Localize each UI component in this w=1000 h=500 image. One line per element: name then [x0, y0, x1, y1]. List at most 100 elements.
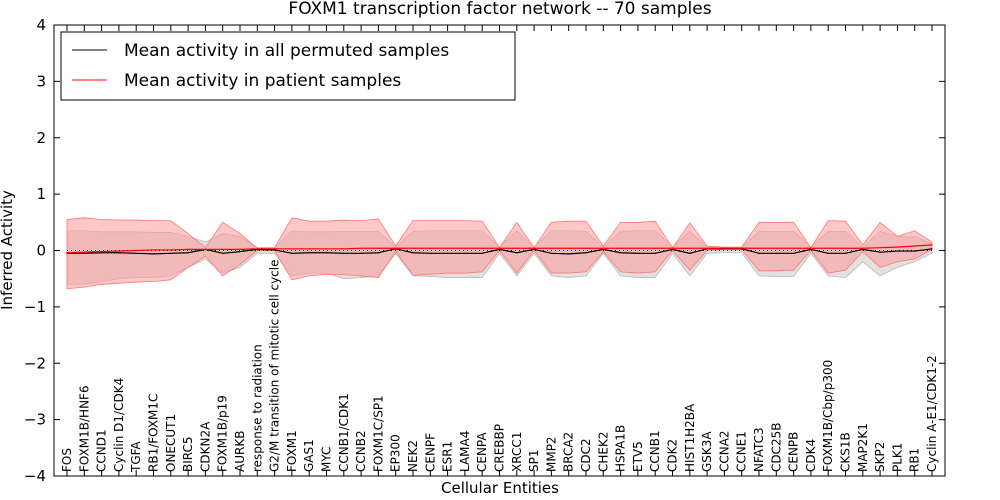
data-point-permuted — [931, 248, 933, 250]
confidence-bands — [66, 217, 933, 290]
x-tick-label: CENPF — [423, 433, 437, 472]
data-point-permuted — [360, 252, 362, 254]
x-tick-label: BIRC5 — [181, 436, 195, 472]
data-point-patient — [343, 248, 345, 250]
x-tick-label: TGFA — [129, 441, 143, 473]
x-tick-label: FOS — [60, 448, 74, 472]
x-tick-label: CDK2 — [666, 439, 680, 472]
x-tick-label: CREBBP — [493, 424, 507, 472]
data-point-permuted — [810, 248, 812, 250]
x-tick-label: CENPB — [787, 432, 801, 472]
data-point-patient — [914, 245, 916, 247]
data-point-patient — [395, 247, 397, 249]
x-tick-label: SP1 — [527, 450, 541, 473]
x-tick-label: FOXM1B/p19 — [216, 395, 230, 472]
data-point-permuted — [152, 253, 155, 255]
data-point-permuted — [793, 252, 795, 254]
data-point-patient — [775, 247, 777, 249]
data-point-patient — [481, 247, 483, 249]
data-point-permuted — [671, 248, 674, 250]
data-point-patient — [377, 247, 379, 249]
x-tick-label: CDK4 — [804, 439, 818, 472]
data-point-patient — [360, 247, 362, 249]
x-tick-label: MAP2K1 — [856, 423, 870, 472]
data-point-permuted — [325, 252, 328, 254]
y-tick-label: −3 — [24, 411, 46, 429]
data-point-patient — [222, 248, 224, 250]
data-point-patient — [550, 247, 553, 249]
data-point-patient — [723, 247, 726, 249]
data-point-permuted — [498, 248, 501, 250]
x-tick-label: RB1/FOXM1C — [147, 394, 161, 472]
legend-label-patient: Mean activity in patient samples — [124, 71, 401, 91]
data-point-permuted — [291, 252, 293, 254]
data-point-permuted — [412, 252, 414, 254]
data-point-permuted — [516, 252, 518, 254]
data-point-patient — [793, 247, 795, 249]
y-tick-label: −4 — [24, 467, 46, 485]
x-tick-label: PLK1 — [890, 443, 904, 472]
x-tick-label: BRCA2 — [562, 432, 576, 472]
x-tick-label: ETV5 — [631, 441, 645, 472]
data-point-permuted — [758, 252, 760, 254]
data-point-permuted — [118, 252, 120, 254]
x-axis-label: Cellular Entities — [441, 479, 559, 497]
x-tick-label: FOXM1B/HNF6 — [77, 385, 91, 472]
x-tick-label: Cyclin A-E1/CDK1-2 — [925, 355, 939, 472]
x-tick-label: response to radiation — [250, 344, 264, 472]
x-tick-label: FOXM1 — [285, 430, 299, 472]
data-point-patient — [758, 247, 760, 249]
data-point-patient — [516, 247, 518, 249]
data-point-patient — [671, 247, 674, 249]
x-tick-label: CCNB1/CDK1 — [337, 393, 351, 472]
data-point-patient — [689, 247, 691, 249]
data-point-patient — [101, 251, 103, 253]
data-point-patient — [118, 250, 120, 252]
data-point-permuted — [568, 253, 570, 255]
x-tick-label: GSK3A — [700, 431, 714, 472]
data-point-patient — [637, 247, 639, 249]
x-tick-label: NFATC3 — [752, 427, 766, 472]
y-tick-label: −1 — [24, 298, 46, 316]
data-point-patient — [135, 249, 137, 252]
data-point-patient — [239, 248, 241, 250]
x-tick-label: NEK2 — [406, 440, 420, 472]
data-point-permuted — [377, 252, 379, 254]
data-point-permuted — [896, 250, 899, 252]
y-tick-label: −2 — [24, 354, 46, 372]
data-point-permuted — [481, 252, 483, 254]
chart-title: FOXM1 transcription factor network -- 70… — [288, 0, 711, 19]
data-point-patient — [602, 247, 604, 249]
data-point-patient — [533, 247, 535, 249]
data-point-patient — [204, 248, 206, 250]
data-point-permuted — [239, 251, 241, 253]
x-tick-label: FOXM1C/SP1 — [371, 395, 385, 472]
data-point-patient — [274, 248, 276, 250]
data-point-patient — [741, 247, 743, 249]
x-tick-label: CDC2 — [579, 438, 593, 472]
x-tick-label: Cyclin D1/CDK4 — [112, 378, 126, 472]
data-point-patient — [620, 247, 622, 249]
data-point-patient — [464, 247, 466, 249]
x-tick-label: CDKN2A — [198, 421, 212, 472]
data-point-patient — [308, 248, 310, 250]
x-tick-label: XRCC1 — [510, 432, 524, 472]
data-point-patient — [568, 247, 570, 249]
x-tick-label: AURKB — [233, 431, 247, 472]
plot-frame — [53, 24, 946, 477]
x-tick-label: LAMA4 — [458, 431, 472, 472]
data-point-permuted — [637, 252, 639, 254]
data-point-permuted — [775, 252, 777, 254]
data-point-patient — [931, 244, 933, 246]
data-point-patient — [706, 247, 708, 249]
data-point-permuted — [914, 250, 916, 252]
data-point-permuted — [429, 252, 431, 254]
data-point-permuted — [83, 252, 85, 254]
data-point-permuted — [170, 252, 172, 254]
data-point-permuted — [135, 252, 137, 254]
data-point-permuted — [654, 252, 656, 254]
x-tick-label: CCNE1 — [735, 431, 749, 472]
data-point-permuted — [602, 248, 604, 250]
x-tick-label: CDC25B — [769, 423, 783, 473]
